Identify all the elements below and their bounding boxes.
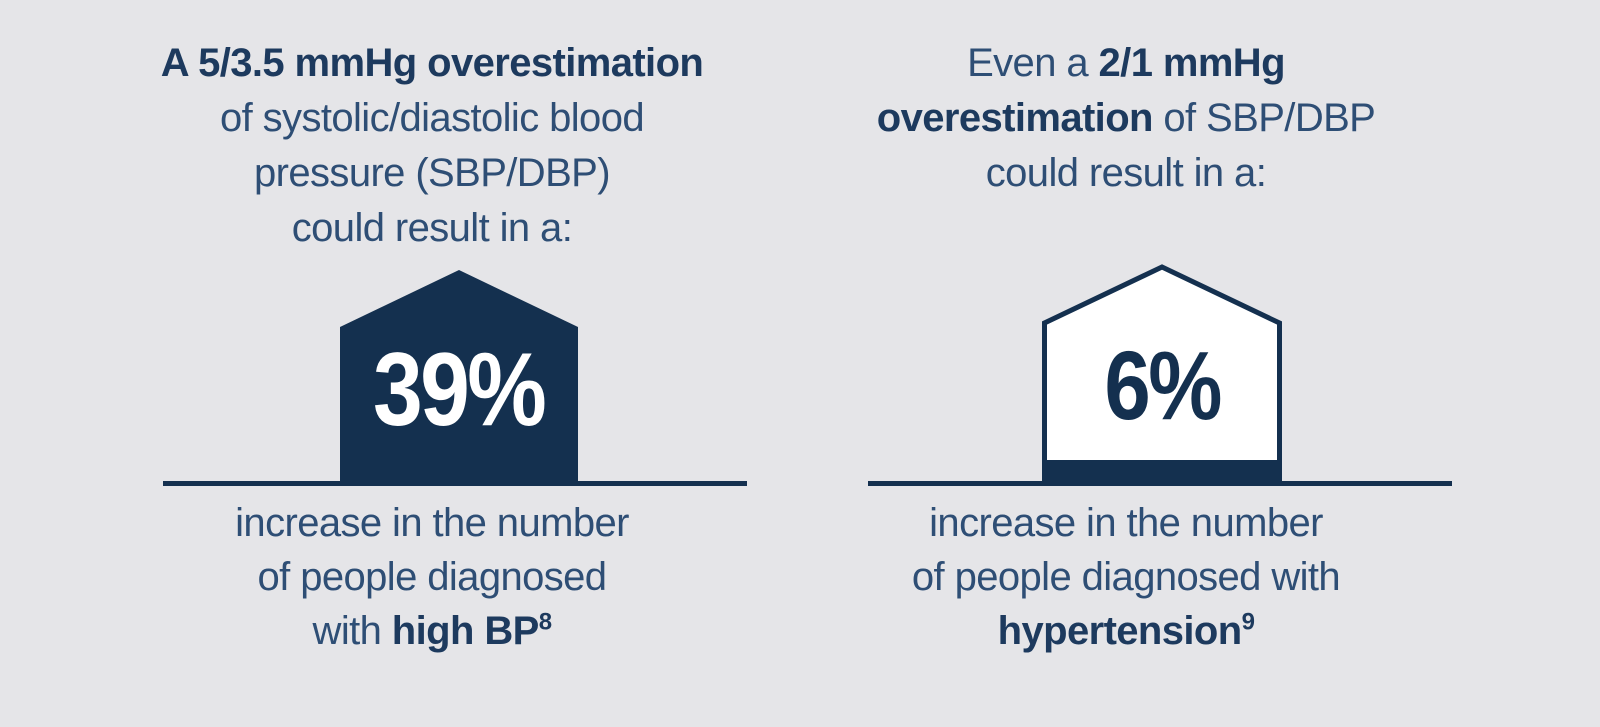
left-heading-line1-bold: A 5/3.5 mmHg overestimation	[160, 41, 704, 85]
left-heading-line2: of systolic/diastolic blood	[219, 96, 645, 140]
right-heading-line1-bold: 2/1 mmHg	[1098, 41, 1286, 85]
left-caption-line2: of people diagnosed	[257, 555, 608, 599]
right-caption-line2: of people diagnosed with	[911, 555, 1341, 599]
left-panel-caption: increase in the number of people diagnos…	[107, 496, 757, 658]
left-heading-line3: pressure (SBP/DBP)	[254, 151, 611, 195]
right-heading-line2: overestimation of SBP/DBP	[801, 91, 1451, 146]
right-heading-line2-bold: overestimation	[876, 96, 1154, 140]
right-heading-line3: could result in a:	[985, 151, 1267, 195]
right-caption-line3-bold: hypertension	[997, 609, 1243, 653]
right-reference-mark: 9	[1241, 608, 1255, 636]
left-heading-line4: could result in a:	[291, 206, 573, 250]
left-caption-line1: increase in the number	[235, 501, 629, 545]
left-caption-line3-prefix: with	[312, 609, 392, 653]
right-panel-caption: increase in the number of people diagnos…	[801, 496, 1451, 658]
left-caption-line3-bold: high BP	[391, 609, 540, 653]
right-caption-line3: hypertension9	[801, 604, 1451, 658]
left-heading-line1: A 5/3.5 mmHg overestimation	[107, 36, 757, 91]
left-reference-mark: 8	[538, 608, 552, 636]
outline-increase-arrow-icon	[1042, 264, 1282, 486]
right-heading-line1-prefix: Even a	[967, 41, 1099, 85]
right-heading-line1: Even a 2/1 mmHg	[801, 36, 1451, 91]
filled-increase-arrow-icon	[340, 270, 578, 486]
left-panel-heading: A 5/3.5 mmHg overestimation of systolic/…	[107, 36, 757, 256]
right-panel-heading: Even a 2/1 mmHg overestimation of SBP/DB…	[801, 36, 1451, 201]
right-caption-line1: increase in the number	[929, 501, 1323, 545]
left-caption-line3: with high BP8	[107, 604, 757, 658]
right-heading-line2-suffix: of SBP/DBP	[1152, 96, 1376, 140]
